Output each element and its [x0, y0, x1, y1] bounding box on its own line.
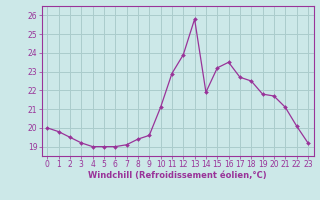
X-axis label: Windchill (Refroidissement éolien,°C): Windchill (Refroidissement éolien,°C): [88, 171, 267, 180]
